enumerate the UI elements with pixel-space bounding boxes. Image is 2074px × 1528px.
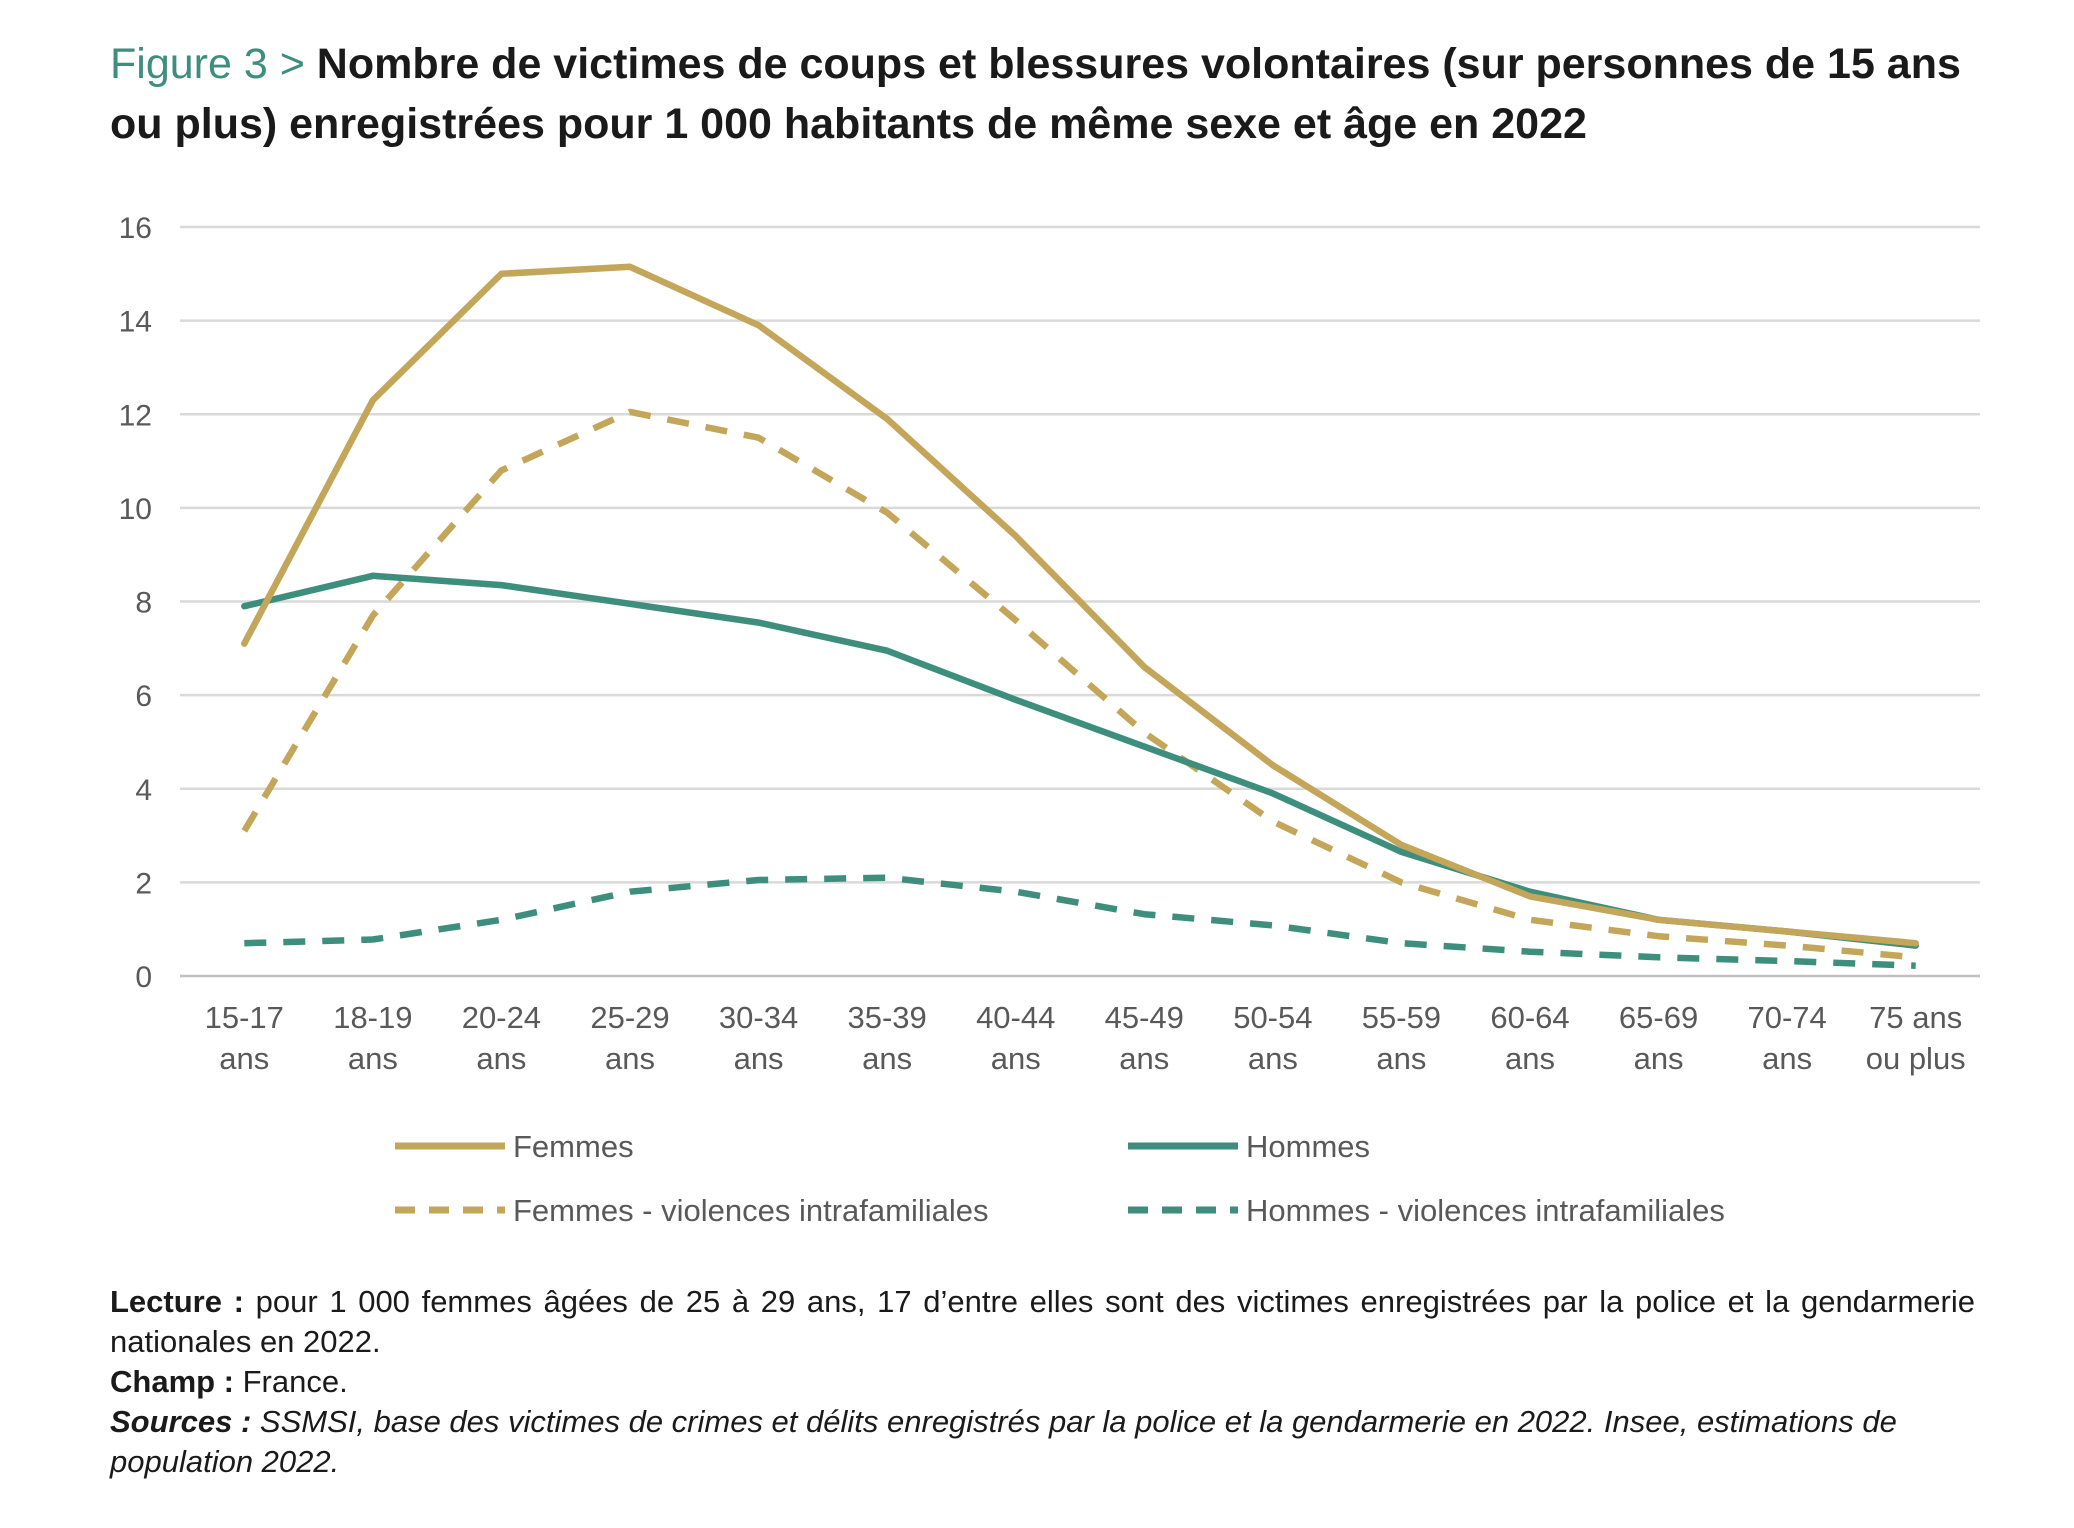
y-tick-label: 12 (119, 399, 152, 432)
note-sources-label: Sources : (110, 1404, 252, 1439)
y-tick-label: 4 (135, 774, 152, 807)
series-line (241, 572, 1919, 949)
chart-title-block: Figure 3 > Nombre de victimes de coups e… (110, 34, 1990, 154)
note-champ: Champ : France. (110, 1362, 1975, 1402)
x-axis-ticks: 15-17 ans 18-19 ans 20-24 ans 25-29 ans 30-34 ans… (205, 1000, 1966, 1076)
x-tick-label: 50-54 ans (1233, 1000, 1312, 1076)
note-lecture-label: Lecture : (110, 1284, 244, 1319)
y-tick-label: 14 (119, 306, 152, 339)
x-tick-label: 65-69 ans (1619, 1000, 1698, 1076)
note-lecture-text: pour 1 000 femmes âgées de 25 à 29 ans, … (110, 1284, 1976, 1359)
y-tick-label: 8 (135, 587, 152, 620)
x-tick-label: 15-17 ans (205, 1000, 284, 1076)
y-tick-label: 0 (135, 961, 152, 994)
chart-title: Nombre de victimes de coups et blessures… (110, 40, 1961, 148)
legend-label: Hommes (1246, 1129, 1370, 1164)
series-line (241, 263, 1919, 947)
note-champ-label: Champ : (110, 1364, 234, 1399)
note-sources-text: SSMSI, base des victimes de crimes et dé… (110, 1404, 1897, 1479)
x-tick-label: 55-59 ans (1362, 1000, 1441, 1076)
x-tick-label: 30-34 ans (719, 1000, 798, 1076)
note-champ-text: France. (234, 1364, 348, 1399)
x-tick-label: 40-44 ans (976, 1000, 1055, 1076)
y-tick-label: 10 (119, 493, 152, 526)
line-chart: 0 2 4 6 8 10 12 14 16 15-17 ans 18-19 ans 20-24 ans 25… (119, 212, 1980, 1228)
y-tick-label: 16 (119, 212, 152, 245)
chart-notes: Lecture : pour 1 000 femmes âgées de 25 … (110, 1282, 1975, 1482)
x-tick-label: 20-24 ans (462, 1000, 541, 1076)
x-tick-label: 18-19 ans (333, 1000, 412, 1076)
x-tick-label: 35-39 ans (847, 1000, 926, 1076)
figure-label: Figure 3 > (110, 40, 305, 88)
x-tick-label: 70-74 ans (1747, 1000, 1826, 1076)
x-tick-label: 75 ans ou plus (1866, 1000, 1966, 1076)
note-lecture: Lecture : pour 1 000 femmes âgées de 25 … (110, 1282, 1975, 1362)
y-axis-ticks: 0 2 4 6 8 10 12 14 16 (119, 212, 152, 994)
y-tick-label: 6 (135, 680, 152, 713)
series-line (241, 408, 1916, 961)
x-tick-label: 60-64 ans (1490, 1000, 1569, 1076)
x-tick-label: 45-49 ans (1105, 1000, 1184, 1076)
note-sources: Sources : SSMSI, base des victimes de cr… (110, 1402, 1975, 1482)
y-tick-label: 2 (135, 867, 152, 900)
legend: Femmes Hommes Femmes - violences intrafami… (395, 1129, 1725, 1228)
legend-label: Femmes (513, 1129, 634, 1164)
legend-label: Femmes - violences intrafamiliales (513, 1193, 988, 1228)
series-line (244, 874, 1916, 969)
x-tick-label: 25-29 ans (590, 1000, 669, 1076)
legend-label: Hommes - violences intrafamiliales (1246, 1193, 1725, 1228)
series-lines (241, 263, 1919, 969)
